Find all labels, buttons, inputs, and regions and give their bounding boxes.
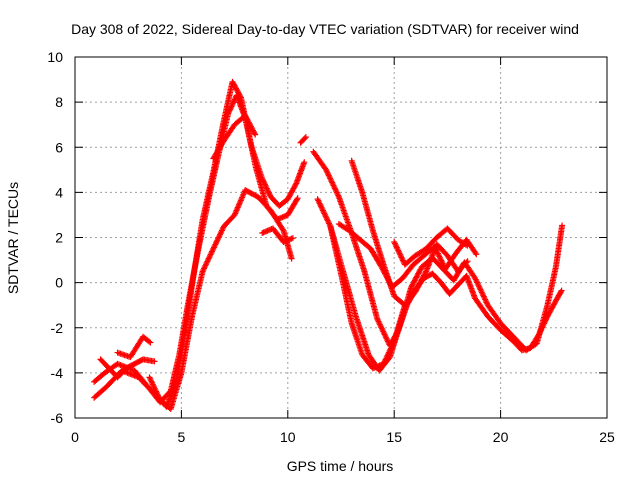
data-point bbox=[228, 103, 235, 110]
y-tick-label: -4 bbox=[51, 365, 64, 381]
data-point bbox=[227, 106, 234, 113]
data-point bbox=[464, 258, 471, 265]
y-tick-label: 4 bbox=[55, 184, 63, 200]
y-tick-label: 8 bbox=[55, 94, 63, 110]
series-track-b bbox=[91, 92, 301, 406]
data-point bbox=[289, 235, 296, 242]
data-point bbox=[473, 251, 480, 258]
data-point bbox=[264, 186, 271, 193]
chart-title: Day 308 of 2022, Sidereal Day-to-day VTE… bbox=[71, 21, 579, 37]
y-tick-label: 0 bbox=[55, 275, 63, 291]
x-tick-label: 0 bbox=[71, 429, 79, 445]
data-point bbox=[225, 109, 232, 116]
data-point bbox=[251, 130, 258, 137]
data-point bbox=[464, 242, 471, 249]
data-point bbox=[229, 100, 236, 107]
x-tick-label: 20 bbox=[493, 429, 509, 445]
y-tick-label: 6 bbox=[55, 139, 63, 155]
y-tick-label: -6 bbox=[51, 410, 64, 426]
series-track-m bbox=[114, 333, 154, 361]
series-track-n bbox=[97, 356, 158, 381]
data-point bbox=[422, 269, 429, 276]
y-tick-label: 2 bbox=[55, 230, 63, 246]
data-point bbox=[301, 159, 308, 166]
data-point bbox=[472, 249, 479, 256]
series-track-f bbox=[314, 196, 566, 374]
data-point bbox=[226, 107, 233, 114]
series-track-j bbox=[391, 225, 471, 268]
y-axis-ticks: -6 -4 -2 0 2 4 6 8 10 bbox=[47, 49, 607, 426]
y-axis-label: SDTVAR / TECUs bbox=[5, 182, 21, 294]
data-point bbox=[230, 99, 237, 106]
series-track-d bbox=[210, 112, 259, 162]
data-point bbox=[151, 358, 158, 365]
series-track-c bbox=[146, 187, 295, 412]
x-tick-label: 10 bbox=[280, 429, 296, 445]
data-point bbox=[302, 134, 309, 141]
x-tick-label: 15 bbox=[386, 429, 402, 445]
data-point bbox=[279, 226, 286, 233]
data-point bbox=[292, 181, 299, 188]
data-point bbox=[227, 104, 234, 111]
data-point bbox=[225, 110, 232, 117]
data-point bbox=[265, 189, 272, 196]
data-point bbox=[288, 255, 295, 262]
series-track-i bbox=[348, 157, 471, 309]
data-point bbox=[463, 259, 470, 266]
x-tick-label: 5 bbox=[178, 429, 186, 445]
data-point bbox=[559, 222, 566, 229]
data-point bbox=[265, 188, 272, 195]
series-track-k bbox=[297, 134, 309, 146]
data-point bbox=[557, 288, 564, 295]
data-point bbox=[558, 287, 565, 294]
series-track-l bbox=[259, 225, 296, 246]
series-track-g bbox=[327, 223, 408, 372]
data-point bbox=[147, 339, 154, 346]
data-point bbox=[266, 191, 273, 198]
data-point bbox=[252, 131, 259, 138]
data-point bbox=[229, 102, 236, 109]
data-point bbox=[293, 196, 300, 203]
data-points bbox=[91, 78, 566, 412]
data-point bbox=[301, 135, 308, 142]
x-axis-label: GPS time / hours bbox=[287, 458, 394, 474]
data-point bbox=[294, 195, 301, 202]
y-tick-label: -2 bbox=[51, 320, 64, 336]
y-tick-label: 10 bbox=[47, 49, 63, 65]
data-point bbox=[463, 241, 470, 248]
x-tick-label: 25 bbox=[599, 429, 615, 445]
data-point bbox=[146, 338, 153, 345]
plot-frame bbox=[74, 56, 608, 419]
data-point bbox=[263, 185, 270, 192]
